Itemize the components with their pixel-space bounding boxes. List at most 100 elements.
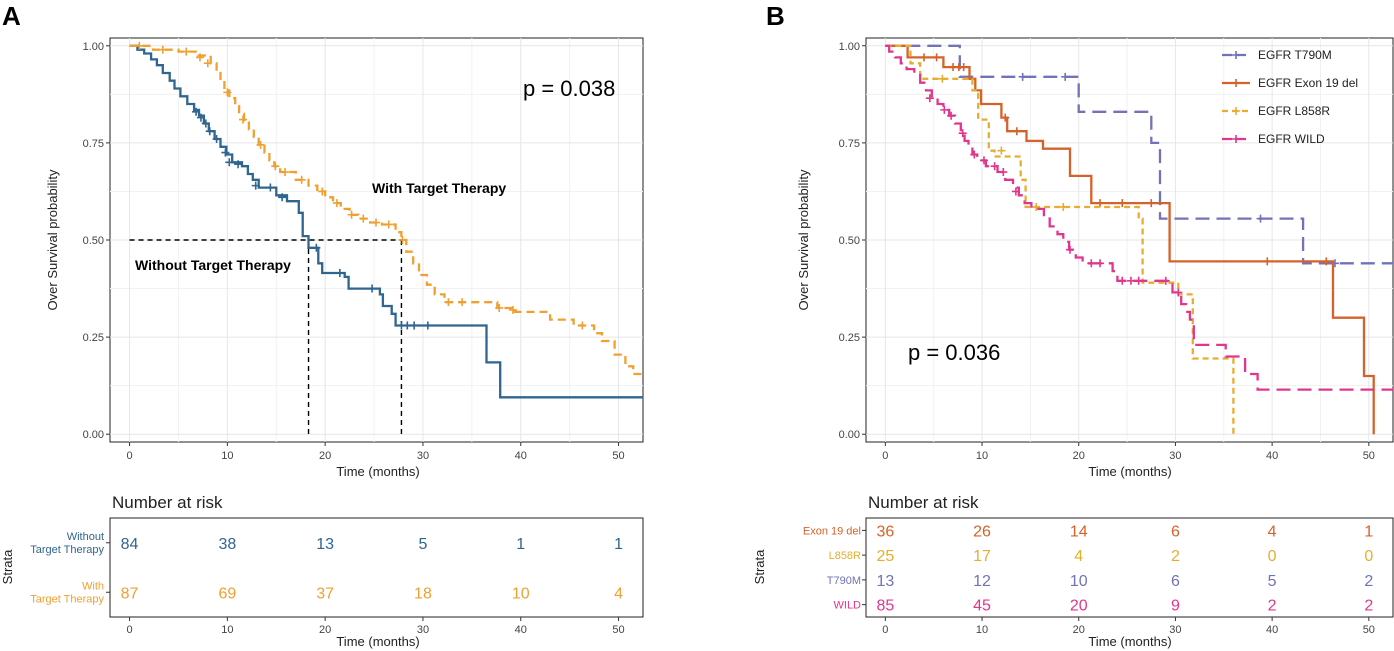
b-censor-mark <box>999 168 1008 177</box>
b-censor-mark <box>1011 187 1020 196</box>
a-censor-mark <box>332 199 341 208</box>
a-censor-mark <box>410 321 419 330</box>
a-censor-mark <box>359 214 368 223</box>
b-risk-count: 2 <box>1171 548 1180 565</box>
legend-censor-mark <box>1232 51 1240 59</box>
a-censor-mark <box>266 183 275 192</box>
a-censor-mark <box>158 45 167 54</box>
panel-a-risk-frame <box>109 517 644 618</box>
panel-b-x-ticks: 0 10 20 30 40 50 <box>882 442 1375 462</box>
a-censor-mark <box>212 135 221 143</box>
b-censor-mark <box>970 150 979 159</box>
a-risk-count: 69 <box>218 585 236 602</box>
a-censor-mark <box>251 181 260 190</box>
b-censor-mark <box>932 53 941 62</box>
b-risk-x-tick-label: 0 <box>882 624 888 636</box>
b-risk-count: 9 <box>1171 598 1180 615</box>
b-censor-mark <box>1018 72 1027 81</box>
a-censor-mark <box>403 321 412 330</box>
a-censor-mark <box>347 210 356 219</box>
panel-b-legend: EGFR T790M EGFR Exon 19 del EGFR L858R EGFR… <box>1222 48 1358 146</box>
b-risk-count: 36 <box>876 523 894 540</box>
b-censor-mark <box>1096 259 1105 268</box>
panel-a-annotation-without-therapy: Without Target Therapy <box>135 257 291 273</box>
a-risk-row-label: Without <box>67 531 104 543</box>
legend-label: EGFR Exon 19 del <box>1258 76 1358 90</box>
a-censor-mark <box>297 175 306 184</box>
b-censor-mark <box>1256 214 1265 223</box>
a-censor-mark <box>256 140 265 149</box>
panel-b-risk-table: Number at risk Strata Exon 19 del 36 26 14 6… <box>752 493 1394 649</box>
b-x-tick-label: 10 <box>976 450 988 462</box>
panel-a-median-lines <box>129 239 403 435</box>
panel-b: B 0.000.250.500.751.00 0 10 20 30 40 50 Over … <box>752 1 1394 649</box>
b-x-tick-label: 40 <box>1266 450 1278 462</box>
b-censor-mark <box>1263 257 1272 266</box>
a-y-tick-label: 1.00 <box>83 41 104 53</box>
b-risk-x-tick-label: 50 <box>1363 624 1375 636</box>
a-risk-count: 5 <box>419 536 428 553</box>
a-censor-mark <box>201 119 210 128</box>
b-risk-count: 17 <box>973 548 991 565</box>
b-risk-count: 14 <box>1070 523 1088 540</box>
panel-b-x-axis-title: Time (months) <box>1088 464 1171 479</box>
b-risk-count: 2 <box>1364 598 1373 615</box>
a-censor-mark <box>205 127 214 136</box>
a-risk-x-tick-label: 30 <box>417 624 429 636</box>
a-censor-mark <box>135 41 144 50</box>
b-censor-mark <box>1126 276 1135 285</box>
b-y-tick-label: 0.00 <box>839 429 860 441</box>
panel-a-x-ticks: 0 10 20 30 40 50 <box>126 442 625 462</box>
a-censor-mark <box>221 148 230 157</box>
b-risk-count: 4 <box>1074 548 1083 565</box>
b-risk-count: 6 <box>1171 523 1180 540</box>
b-censor-mark <box>1147 199 1156 208</box>
a-censor-mark <box>458 298 467 307</box>
b-y-tick-label: 0.50 <box>839 235 860 247</box>
panel-b-p-value: p = 0.036 <box>908 340 1000 365</box>
b-risk-count: 12 <box>973 573 991 590</box>
a-censor-mark <box>195 53 204 62</box>
b-censor-mark <box>1174 288 1183 297</box>
a-censor-mark <box>192 107 201 116</box>
b-risk-count: 4 <box>1268 523 1277 540</box>
a-risk-row-label: Target Therapy <box>30 593 104 605</box>
b-censor-mark <box>1032 202 1041 211</box>
a-x-tick-label: 30 <box>417 450 429 462</box>
b-censor-mark <box>1118 199 1127 208</box>
a-risk-x-tick-label: 20 <box>319 624 331 636</box>
a-y-tick-label: 0.75 <box>83 138 104 150</box>
a-censor-mark <box>225 158 234 167</box>
b-censor-mark <box>958 129 967 138</box>
a-risk-row-label: With <box>82 580 104 592</box>
a-risk-x-tick-label: 50 <box>612 624 624 636</box>
a-censor-mark <box>495 303 504 312</box>
a-x-tick-label: 50 <box>612 450 624 462</box>
b-x-tick-label: 50 <box>1363 450 1375 462</box>
a-risk-count: 1 <box>614 536 623 553</box>
b-risk-count: 45 <box>973 598 991 615</box>
b-censor-mark <box>938 74 947 83</box>
panel-a-p-value: p = 0.038 <box>523 76 615 101</box>
b-risk-x-tick-label: 20 <box>1073 624 1085 636</box>
b-censor-mark <box>1096 199 1105 208</box>
b-risk-count: 6 <box>1171 573 1180 590</box>
panel-a-risk-x-axis-title: Time (months) <box>336 634 419 649</box>
b-censor-mark <box>1322 257 1331 266</box>
panel-b-label: B <box>766 1 785 31</box>
panel-a-plot: 0.00 0.25 0.50 0.75 1.00 0 10 20 30 40 50 Over Su… <box>45 37 644 479</box>
panel-a-curves <box>129 41 643 399</box>
panel-a-x-axis-title: Time (months) <box>336 464 419 479</box>
a-risk-count: 87 <box>121 585 139 602</box>
panel-b-gridlines <box>866 38 1393 442</box>
panel-b-curves <box>885 44 1393 435</box>
panel-b-risk-x-ticks: 0 10 20 30 40 50 <box>882 617 1375 636</box>
a-risk-x-tick-label: 40 <box>515 624 527 636</box>
a-risk-count: 10 <box>512 585 530 602</box>
b-censor-mark <box>940 105 949 114</box>
b-risk-count: 85 <box>876 598 894 615</box>
a-risk-count: 37 <box>316 585 334 602</box>
